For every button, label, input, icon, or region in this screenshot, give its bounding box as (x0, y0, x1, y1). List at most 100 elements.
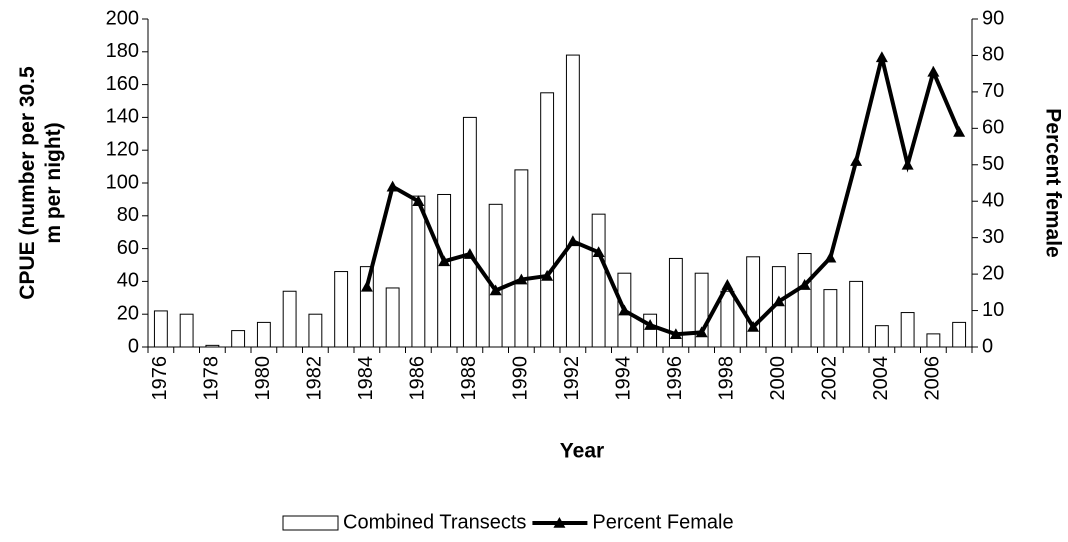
legend: Combined Transects Percent Female (282, 511, 734, 533)
marker (901, 158, 914, 170)
y-tick-label: 140 (106, 106, 139, 128)
marker (798, 279, 811, 290)
y-tick-label: 20 (117, 302, 139, 324)
marker (592, 246, 605, 258)
bar (385, 287, 400, 348)
bar (411, 195, 426, 348)
bar (437, 193, 452, 348)
x-tick-label: 2004 (870, 356, 892, 401)
y-tick-label: 60 (117, 237, 139, 259)
y2-tick-label: 20 (982, 262, 1004, 284)
bar (205, 344, 220, 348)
bar (179, 313, 194, 348)
x-tick-label: 1986 (407, 356, 429, 401)
marker (669, 328, 682, 340)
marker (644, 319, 657, 330)
bar (334, 271, 349, 348)
bar (462, 116, 477, 348)
x-tick-label: 1994 (613, 356, 635, 401)
y-tick-label: 0 (128, 335, 139, 357)
marker (618, 304, 631, 316)
bar (282, 290, 297, 348)
marker (875, 51, 888, 63)
marker (772, 295, 785, 307)
bar (823, 289, 838, 348)
bar (488, 203, 503, 348)
y2-tick-label: 10 (982, 299, 1004, 321)
bar (720, 290, 735, 348)
legend-label: Combined Transects (343, 511, 526, 533)
y2-tick-label: 60 (982, 117, 1004, 139)
bar (746, 256, 761, 348)
y-tick-label: 120 (106, 138, 139, 160)
marker (695, 326, 708, 338)
y-axis-title: CPUE (number per 30.5 m per night) (16, 66, 65, 300)
y2-tick-label: 0 (982, 335, 993, 357)
y-tick-label: 200 (106, 7, 139, 29)
marker (553, 517, 566, 528)
marker (489, 284, 502, 296)
line (364, 56, 961, 337)
marker (927, 65, 940, 77)
bar (797, 253, 812, 348)
bar (849, 280, 864, 348)
marker (721, 279, 734, 290)
y2-tick-label: 40 (982, 190, 1004, 212)
y2-axis-title: Percent female (1041, 108, 1064, 257)
x-tick-label: 2006 (922, 356, 944, 401)
y2-tick-label: 90 (982, 7, 1004, 29)
x-tick-label: 1996 (664, 356, 686, 401)
y2-tick-label: 80 (982, 44, 1004, 66)
legend-label: Percent Female (592, 511, 733, 533)
bar (308, 313, 323, 348)
marker (541, 269, 554, 281)
bar (591, 213, 606, 348)
bar (514, 169, 529, 348)
y-tick-label: 80 (117, 204, 139, 226)
marker (515, 273, 528, 285)
x-tick-label: 1976 (149, 356, 171, 401)
bar (231, 330, 246, 348)
marker (360, 280, 373, 292)
x-tick-label: 1988 (458, 356, 480, 401)
x-tick-label: 1990 (510, 356, 532, 401)
marker (412, 195, 425, 207)
x-tick-label: 1998 (716, 356, 738, 401)
bar (874, 325, 889, 348)
marker (438, 255, 451, 267)
legend-swatch (282, 515, 339, 531)
bar (952, 321, 967, 348)
y-tick-label: 160 (106, 73, 139, 95)
y-tick-label: 40 (117, 270, 139, 292)
marker (953, 125, 966, 137)
x-tick-label: 2000 (767, 356, 789, 401)
y2-tick-label: 30 (982, 226, 1004, 248)
marker (747, 320, 760, 332)
y2-tick-label: 70 (982, 80, 1004, 102)
y-tick-label: 180 (106, 40, 139, 62)
x-axis-title: Year (560, 440, 604, 463)
x-tick-label: 1992 (561, 356, 583, 401)
marker (386, 180, 399, 192)
bar (565, 54, 580, 348)
x-tick-label: 2002 (819, 356, 841, 401)
marker (463, 248, 476, 259)
marker (824, 251, 837, 263)
bar (540, 92, 555, 348)
x-tick-label: 1980 (252, 356, 274, 401)
x-tick-label: 1978 (201, 356, 223, 401)
marker (566, 235, 579, 247)
marker (850, 155, 863, 166)
bar (643, 313, 658, 348)
bar (900, 312, 915, 348)
bar (359, 266, 374, 348)
x-tick-label: 1982 (304, 356, 326, 401)
bar (153, 310, 168, 348)
y-tick-label: 100 (106, 171, 139, 193)
bar (668, 257, 683, 348)
y2-tick-label: 50 (982, 153, 1004, 175)
x-tick-label: 1984 (355, 356, 377, 401)
bar (926, 333, 941, 348)
bar (256, 321, 271, 348)
